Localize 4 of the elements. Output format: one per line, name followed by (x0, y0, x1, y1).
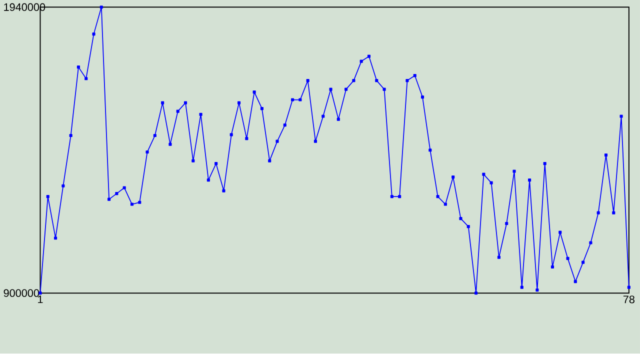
y-tick-label: 1940000 (4, 3, 46, 12)
y-tick-label: 900000 (4, 289, 40, 298)
x-tick-label: 1 (38, 296, 43, 304)
x-tick-label: 78 (623, 296, 634, 304)
